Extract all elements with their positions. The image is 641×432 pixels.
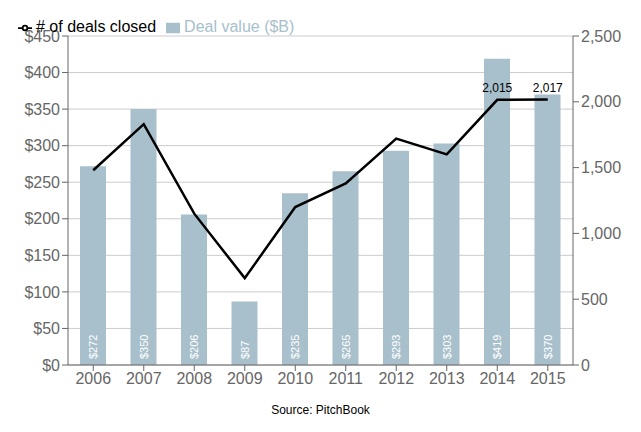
html-text:Deal value ($B): Deal value ($B) [184, 18, 295, 35]
svg-text:$206: $206 [188, 335, 200, 359]
svg-text:$350: $350 [138, 335, 150, 359]
svg-text:$200: $200 [24, 210, 60, 227]
svg-text:$419: $419 [491, 335, 503, 359]
svg-text:$272: $272 [87, 335, 99, 359]
svg-text:500: 500 [581, 291, 608, 308]
html-text:Source: PitchBook: Source: PitchBook [271, 403, 370, 417]
svg-text:$303: $303 [441, 335, 453, 359]
svg-text:$235: $235 [289, 335, 301, 359]
svg-text:$150: $150 [24, 247, 60, 264]
svg-text:2009: 2009 [227, 370, 263, 387]
svg-text:2,500: 2,500 [581, 28, 621, 45]
svg-text:$50: $50 [33, 320, 60, 337]
svg-text:2011: 2011 [329, 370, 364, 387]
svg-text:2007: 2007 [126, 370, 162, 387]
svg-text:$250: $250 [24, 174, 60, 191]
svg-text:$370: $370 [542, 335, 554, 359]
svg-text:0: 0 [581, 357, 590, 374]
html-text:# of deals closed: # of deals closed [36, 18, 157, 35]
svg-text:2006: 2006 [75, 370, 111, 387]
svg-text:$100: $100 [24, 284, 60, 301]
svg-text:$0: $0 [42, 357, 60, 374]
svg-text:2015: 2015 [530, 370, 566, 387]
svg-text:2014: 2014 [479, 370, 515, 387]
svg-text:2012: 2012 [378, 370, 414, 387]
svg-text:$87: $87 [239, 341, 251, 359]
svg-text:$293: $293 [390, 335, 402, 359]
svg-text:$350: $350 [24, 101, 60, 118]
svg-text:$265: $265 [340, 335, 352, 359]
svg-text:2008: 2008 [176, 370, 212, 387]
svg-text:2,017: 2,017 [533, 81, 563, 95]
svg-text:1,000: 1,000 [581, 225, 621, 242]
svg-text:1,500: 1,500 [581, 159, 621, 176]
svg-text:2,000: 2,000 [581, 93, 621, 110]
svg-text:2,015: 2,015 [482, 81, 512, 95]
svg-text:$400: $400 [24, 64, 60, 81]
svg-text:2013: 2013 [429, 370, 465, 387]
svg-text:2010: 2010 [277, 370, 313, 387]
svg-text:$450: $450 [24, 28, 60, 45]
svg-text:$300: $300 [24, 137, 60, 154]
